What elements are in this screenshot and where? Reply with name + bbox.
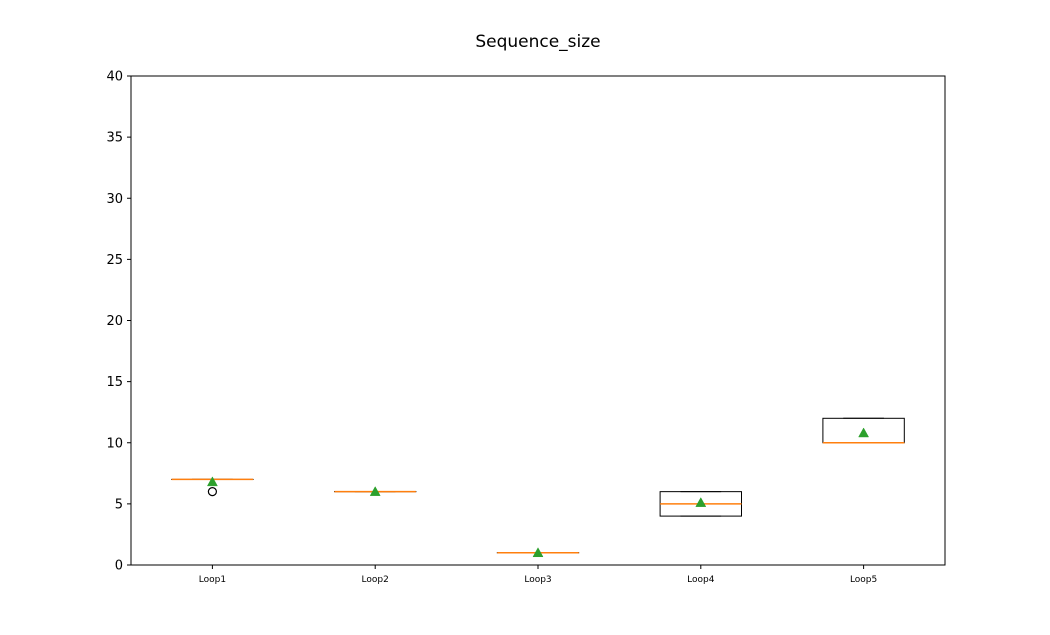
box-loop5 <box>822 417 905 444</box>
plot-frame <box>130 75 946 566</box>
x-tick-label: Loop3 <box>524 575 551 585</box>
boxes-layer <box>171 417 905 558</box>
x-tick-label: Loop2 <box>362 575 389 585</box>
y-tick-label: 10 <box>106 436 123 451</box>
mean-marker <box>532 547 544 558</box>
y-axis: 0 5 10 15 20 25 30 35 40 <box>106 70 131 574</box>
x-axis: Loop1 Loop2 Loop3 Loop4 Loop5 <box>199 565 877 585</box>
outlier-point <box>207 487 217 497</box>
box-loop3 <box>496 547 580 558</box>
y-tick-label: 30 <box>106 192 123 207</box>
x-tick-label: Loop1 <box>199 575 226 585</box>
box-loop1 <box>171 476 254 497</box>
mean-marker <box>858 427 870 438</box>
box-loop4 <box>659 491 742 517</box>
mean-marker <box>206 476 218 487</box>
box-loop2 <box>334 486 417 496</box>
y-tick-label: 5 <box>115 497 123 512</box>
y-tick-label: 20 <box>106 314 123 329</box>
y-tick-label: 0 <box>115 559 123 574</box>
x-tick-label: Loop4 <box>687 575 715 585</box>
y-tick-label: 25 <box>106 253 123 268</box>
y-tick-label: 35 <box>106 131 123 146</box>
x-tick-label: Loop5 <box>850 575 877 585</box>
mean-marker <box>695 497 707 507</box>
y-tick-label: 40 <box>106 70 123 85</box>
mean-marker <box>369 486 381 496</box>
y-tick-label: 15 <box>106 375 123 390</box>
chart-title: Sequence_size <box>475 32 600 52</box>
